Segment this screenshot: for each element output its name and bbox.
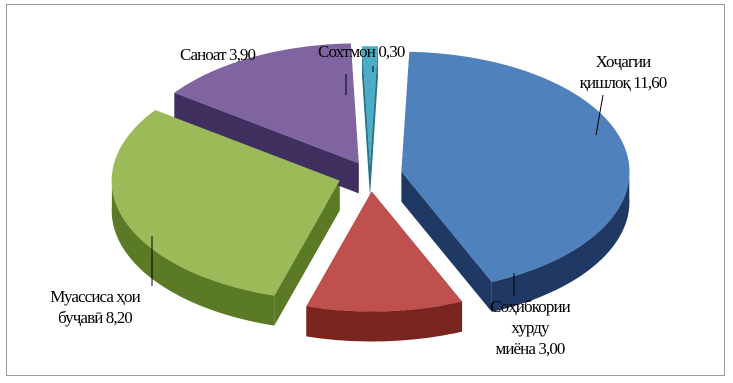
slice-budget-institutions xyxy=(111,110,340,296)
label-construction: Сохтмон 0,30 xyxy=(318,42,405,61)
slice-face-industry-0 xyxy=(174,92,359,194)
slice-wall-small-business xyxy=(306,301,463,342)
label-budget-institutions: Муассиса ҳои буҷавӣ 8,20 xyxy=(50,287,140,327)
slice-wall-agriculture xyxy=(491,167,630,312)
slice-industry xyxy=(174,43,359,164)
slice-wall-budget-institutions xyxy=(111,175,275,326)
slice-agriculture xyxy=(401,51,630,282)
slice-face-agriculture-1 xyxy=(401,171,492,312)
label-industry: Саноат 3,90 xyxy=(180,45,256,64)
slice-small-business xyxy=(306,191,463,312)
label-small-business: Соҳибкории хурду миёна 3,00 xyxy=(490,297,571,358)
slice-face-construction-1 xyxy=(370,46,378,197)
slice-face-construction-0 xyxy=(362,46,370,197)
leader-agriculture xyxy=(595,94,604,136)
slice-construction xyxy=(362,46,378,167)
slice-face-budget-institutions-0 xyxy=(274,180,340,326)
label-agriculture: Хоҷагии қишлоқ 11,60 xyxy=(579,52,668,92)
leader-lines xyxy=(151,66,604,296)
pie-tops xyxy=(111,43,630,312)
